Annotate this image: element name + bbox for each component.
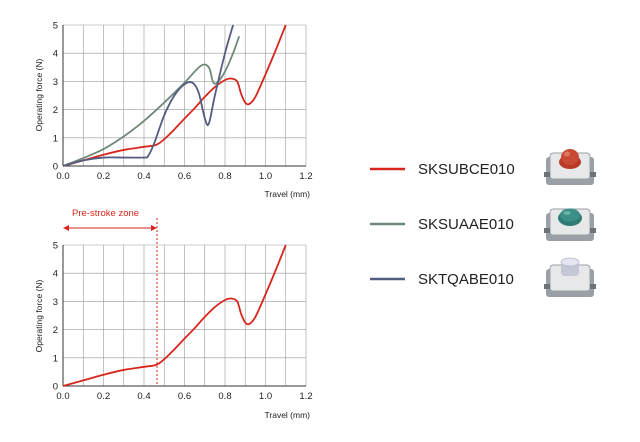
chart-bottom-series-sksubce010 (62, 244, 287, 387)
chart-bottom-ticks: 0.0 0.2 0.4 0.6 0.8 1.0 1.2 0 1 2 3 4 5 (53, 241, 313, 403)
chart-bottom-ytick-label: 3 (53, 297, 58, 308)
chart-top-ytick-label: 1 (53, 133, 58, 144)
chart-top-xtick-label: 0.6 (178, 171, 191, 182)
chart-bottom-ytick-label: 2 (53, 325, 58, 336)
switch-white-icon (544, 257, 596, 297)
chart-top-series-sktqabe010 (62, 24, 234, 167)
chart-top-ytick-label: 2 (53, 105, 58, 116)
legend-label-sksubce010: SKSUBCE010 (418, 161, 515, 178)
legend-item-sksuaae010: SKSUAAE010 (370, 216, 514, 233)
chart-top-series (62, 24, 287, 167)
chart-top-xtick-label: 1.2 (299, 171, 312, 182)
legend: SKSUBCE010 SKSUAAE010 SKTQABE010 (370, 149, 596, 297)
chart-bottom-ytick-label: 5 (53, 241, 58, 252)
chart-bottom-ytick-label: 0 (53, 382, 58, 393)
chart-top-ticks: 0.0 0.2 0.4 0.6 0.8 1.0 1.2 0 1 2 3 4 5 (53, 21, 313, 183)
legend-label-sksuaae010: SKSUAAE010 (418, 216, 514, 233)
chart-bottom-ytick-label: 4 (53, 269, 58, 280)
legend-item-sksubce010: SKSUBCE010 (370, 161, 515, 178)
chart-top-series-sksuaae010 (62, 35, 241, 167)
chart-top-ytick-label: 0 (53, 162, 58, 173)
legend-item-sktqabe010: SKTQABE010 (370, 271, 514, 288)
chart-bottom-ylabel: Operating force (N) (34, 279, 44, 352)
chart-bottom-series (62, 244, 287, 387)
chart-bottom-xlabel: Travel (mm) (265, 410, 311, 420)
chart-top-xtick-label: 0.4 (137, 171, 150, 182)
chart-bottom-xtick-label: 0.0 (56, 391, 69, 402)
chart-bottom-xtick-label: 0.4 (137, 391, 150, 402)
chart-bottom-xtick-label: 1.2 (299, 391, 312, 402)
chart-top-ytick-label: 5 (53, 21, 58, 32)
chart-top-ylabel: Operating force (N) (34, 58, 44, 131)
chart-top-grid (62, 24, 307, 167)
chart-bottom-grid (62, 244, 307, 387)
pre-stroke-arrow-left-head (63, 225, 69, 231)
chart-bottom-xtick-label: 0.8 (218, 391, 231, 402)
chart-bottom-xtick-label: 0.6 (178, 391, 191, 402)
chart-top-xtick-label: 0.2 (97, 171, 110, 182)
pre-stroke-annotation: Pre-stroke zone (63, 208, 158, 386)
chart-top-xlabel: Travel (mm) (265, 189, 311, 199)
chart-bottom-xtick-label: 0.2 (97, 391, 110, 402)
chart-top-xtick-label: 1.0 (259, 171, 272, 182)
chart-top-xtick-label: 0.8 (218, 171, 231, 182)
switch-teal-icon (544, 208, 596, 241)
chart-top-ytick-label: 4 (53, 49, 58, 60)
switch-red-icon (544, 149, 596, 185)
chart-top-series-sksubce010 (62, 24, 287, 167)
chart-bottom-ytick-label: 1 (53, 353, 58, 364)
chart-bottom-xtick-label: 1.0 (259, 391, 272, 402)
legend-label-sktqabe010: SKTQABE010 (418, 271, 514, 288)
chart-top-xtick-label: 0.0 (56, 171, 69, 182)
pre-stroke-arrow-right-head (151, 225, 157, 231)
chart-top-ytick-label: 3 (53, 77, 58, 88)
pre-stroke-label: Pre-stroke zone (72, 208, 139, 219)
